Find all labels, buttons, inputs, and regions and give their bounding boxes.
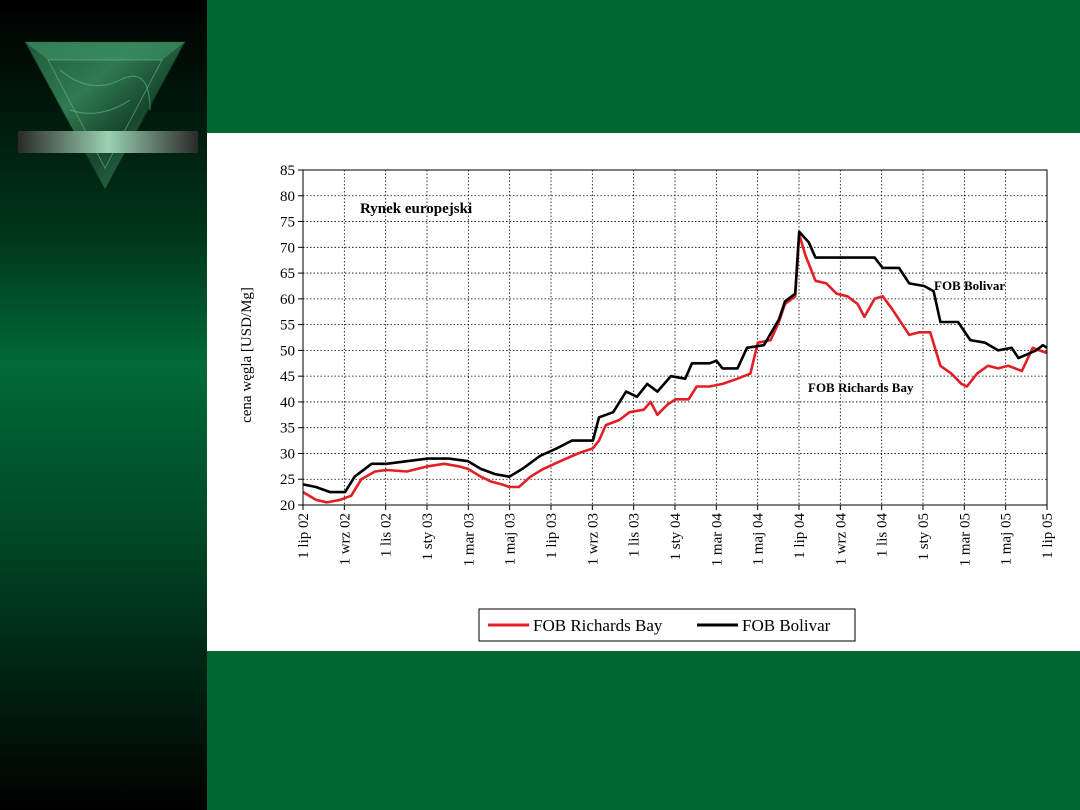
y-tick-label: 80 [280,189,295,205]
x-tick-label: 1 maj 05 [999,513,1015,566]
x-tick-label: 1 wrz 02 [337,513,353,566]
x-tick-label: 1 lis 04 [875,513,891,558]
y-tick-label: 65 [280,266,295,282]
x-tick-label: 1 lip 03 [544,513,560,559]
y-tick-label: 55 [280,318,295,334]
x-tick-label: 1 lis 03 [627,513,643,557]
x-tick-label: 1 sty 03 [420,513,436,561]
price-chart: 20 25 30 35 40 45 50 55 60 65 70 75 80 85 1 lip 02 1 wr… [239,163,1056,642]
green-marble-triangle-icon [18,41,198,192]
x-tick-label: 1 lis 02 [379,513,395,557]
y-tick-label: 40 [280,395,295,411]
y-tick-label: 75 [280,215,295,231]
y-tick-label: 35 [280,421,295,437]
chart-title: Rynek europejski [360,201,472,217]
x-tick-label: 1 lip 04 [792,513,808,559]
chart-panel: 20 25 30 35 40 45 50 55 60 65 70 75 80 85 1 lip 02 1 wr… [207,133,1080,651]
x-tick-label: 1 maj 03 [503,513,519,566]
y-tick-label: 30 [280,446,295,462]
x-tick-label: 1 lip 02 [296,513,312,559]
legend-label-richards-bay: FOB Richards Bay [533,616,663,635]
y-tick-label: 50 [280,343,295,359]
y-tick-label: 45 [280,369,295,385]
y-axis-label: cena węgla [USD/Mg] [239,287,255,423]
series-line-bolivar [302,230,1048,494]
series-label-bolivar: FOB Bolivar [934,278,1005,293]
legend-label-bolivar: FOB Bolivar [742,616,831,635]
y-tick-label: 70 [280,240,295,256]
y-tick-label: 20 [280,498,295,514]
x-tick-label: 1 maj 04 [751,513,767,566]
x-tick-label: 1 sty 05 [916,513,932,561]
x-tick-label: 1 lip 05 [1040,513,1056,559]
x-tick-label: 1 wrz 03 [585,513,601,566]
x-tick-label: 1 mar 05 [957,513,973,566]
x-tick-label: 1 mar 03 [461,513,477,566]
y-tick-label: 25 [280,472,295,488]
x-tick-label: 1 wrz 04 [833,513,849,566]
legend: FOB Richards Bay FOB Bolivar [478,608,856,642]
x-tick-label: 1 mar 04 [709,513,725,567]
series-line-richards-bay [302,233,1048,504]
series-label-richards-bay: FOB Richards Bay [808,380,914,395]
y-tick-label: 60 [280,292,295,308]
x-tick-label: 1 sty 04 [668,513,684,561]
y-tick-label: 85 [280,163,295,179]
